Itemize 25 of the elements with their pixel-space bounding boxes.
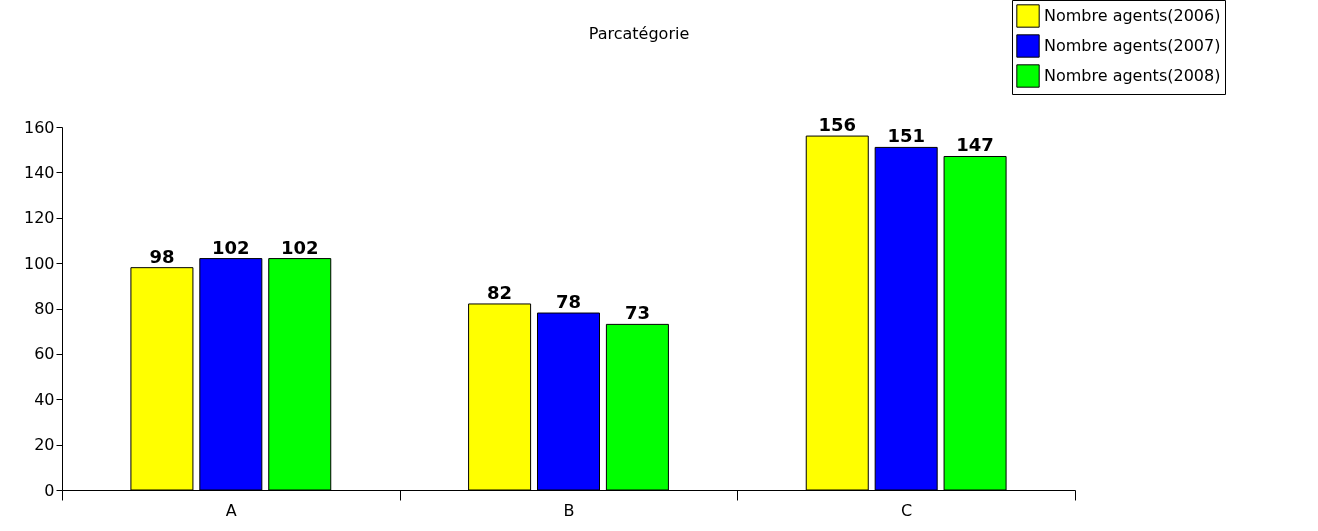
data-label: 102 — [280, 236, 319, 258]
y-tick-label: 20 — [34, 435, 55, 455]
x-tick-label: A — [225, 500, 237, 520]
legend-label: Nombre agents(2008) — [1044, 66, 1221, 85]
y-tick-label: 100 — [23, 253, 55, 273]
y-tick-label: 140 — [23, 162, 55, 182]
y-tick-label: 60 — [34, 344, 55, 364]
data-label: 78 — [555, 291, 582, 313]
data-label: 73 — [624, 302, 650, 324]
legend-label: Nombre agents(2007) — [1044, 36, 1221, 55]
y-tick-label: 80 — [34, 299, 55, 318]
data-label: 102 — [212, 236, 250, 258]
y-tick-label: 40 — [34, 389, 55, 409]
y-tick-label: 0 — [44, 480, 55, 500]
data-label: 147 — [956, 134, 994, 156]
chart-title: Parcatégorie — [588, 24, 690, 43]
data-label: 151 — [887, 125, 925, 147]
data-label: 98 — [149, 245, 175, 267]
y-tick-label: 120 — [23, 208, 55, 228]
legend-label: Nombre agents(2006) — [1044, 6, 1221, 25]
data-label: 156 — [818, 114, 857, 136]
x-tick-label: B — [563, 500, 575, 520]
y-tick-label: 160 — [23, 117, 55, 137]
x-tick-label: C — [901, 500, 913, 520]
data-label: 82 — [487, 281, 513, 303]
